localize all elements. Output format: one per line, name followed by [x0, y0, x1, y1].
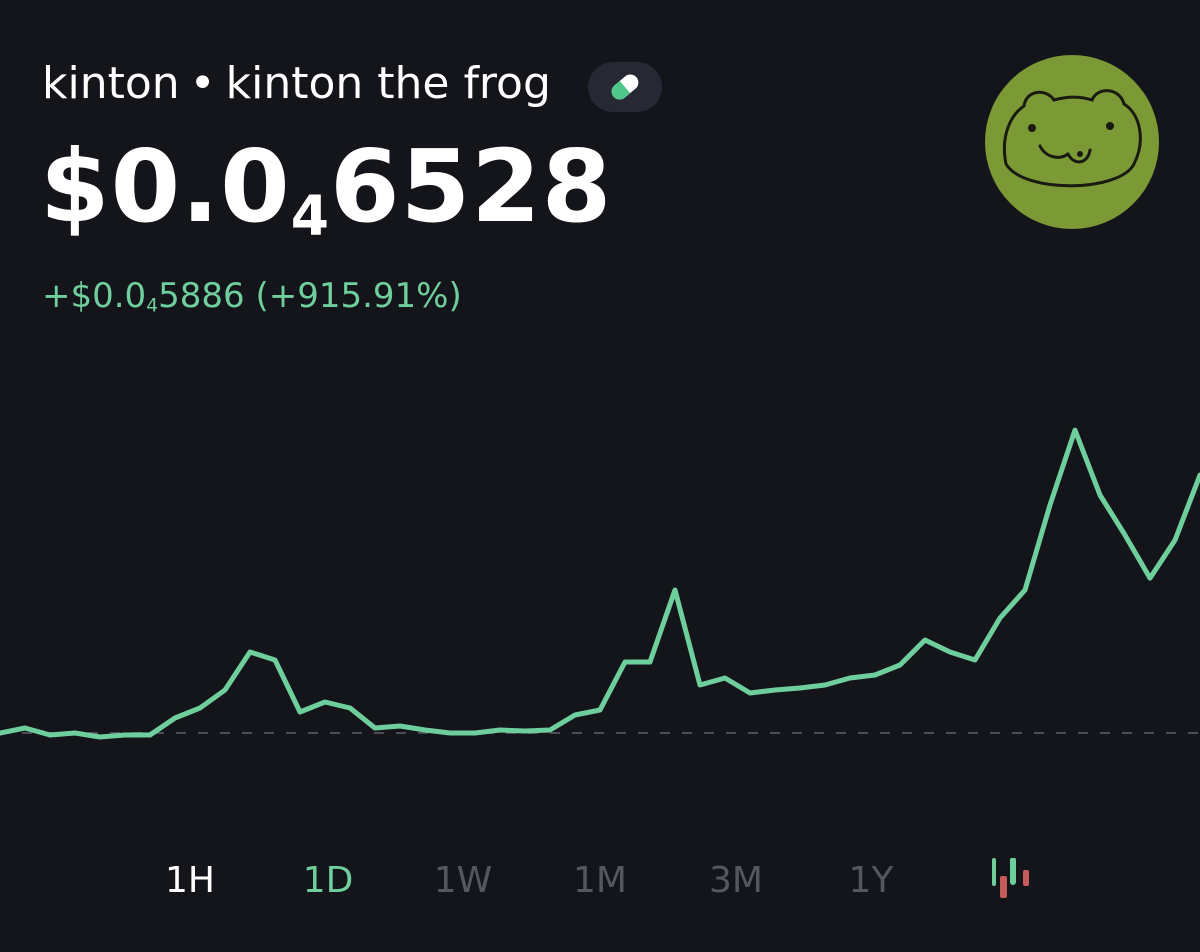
- timeframe-tab[interactable]: 1W: [433, 860, 493, 901]
- timeframe-tab[interactable]: 1M: [573, 860, 627, 901]
- timeframe-tab[interactable]: 3M: [709, 860, 763, 901]
- token-full-name: kinton the frog: [225, 58, 551, 109]
- timeframe-tab[interactable]: 1H: [165, 860, 215, 901]
- price-prefix: $0.0: [40, 128, 291, 245]
- price-zeros: 4: [290, 183, 331, 248]
- pill-badge[interactable]: [588, 62, 662, 112]
- price-line: [0, 427, 1200, 740]
- change-zeros: 4: [146, 295, 159, 317]
- price-digits: 6528: [330, 128, 613, 245]
- token-name: kinton • kinton the frog: [42, 58, 561, 109]
- candle-toggle[interactable]: [988, 858, 1032, 902]
- separator: •: [189, 58, 216, 109]
- token-avatar: [985, 55, 1159, 229]
- ticker: kinton: [42, 58, 180, 109]
- price: $0.046528: [40, 128, 612, 248]
- change-percent: (+915.91%): [255, 276, 462, 316]
- change-prefix: +$0.0: [42, 276, 147, 316]
- change-digits: 5886: [158, 276, 245, 316]
- timeframe-tab[interactable]: 1Y: [848, 860, 894, 901]
- pill-icon: [611, 74, 639, 100]
- timeframe-tabs: 1H 1D 1W 1M 3M 1Y: [0, 860, 1200, 910]
- timeframe-tab[interactable]: 1D: [302, 860, 354, 901]
- price-change: +$0.045886 (+915.91%): [42, 276, 462, 317]
